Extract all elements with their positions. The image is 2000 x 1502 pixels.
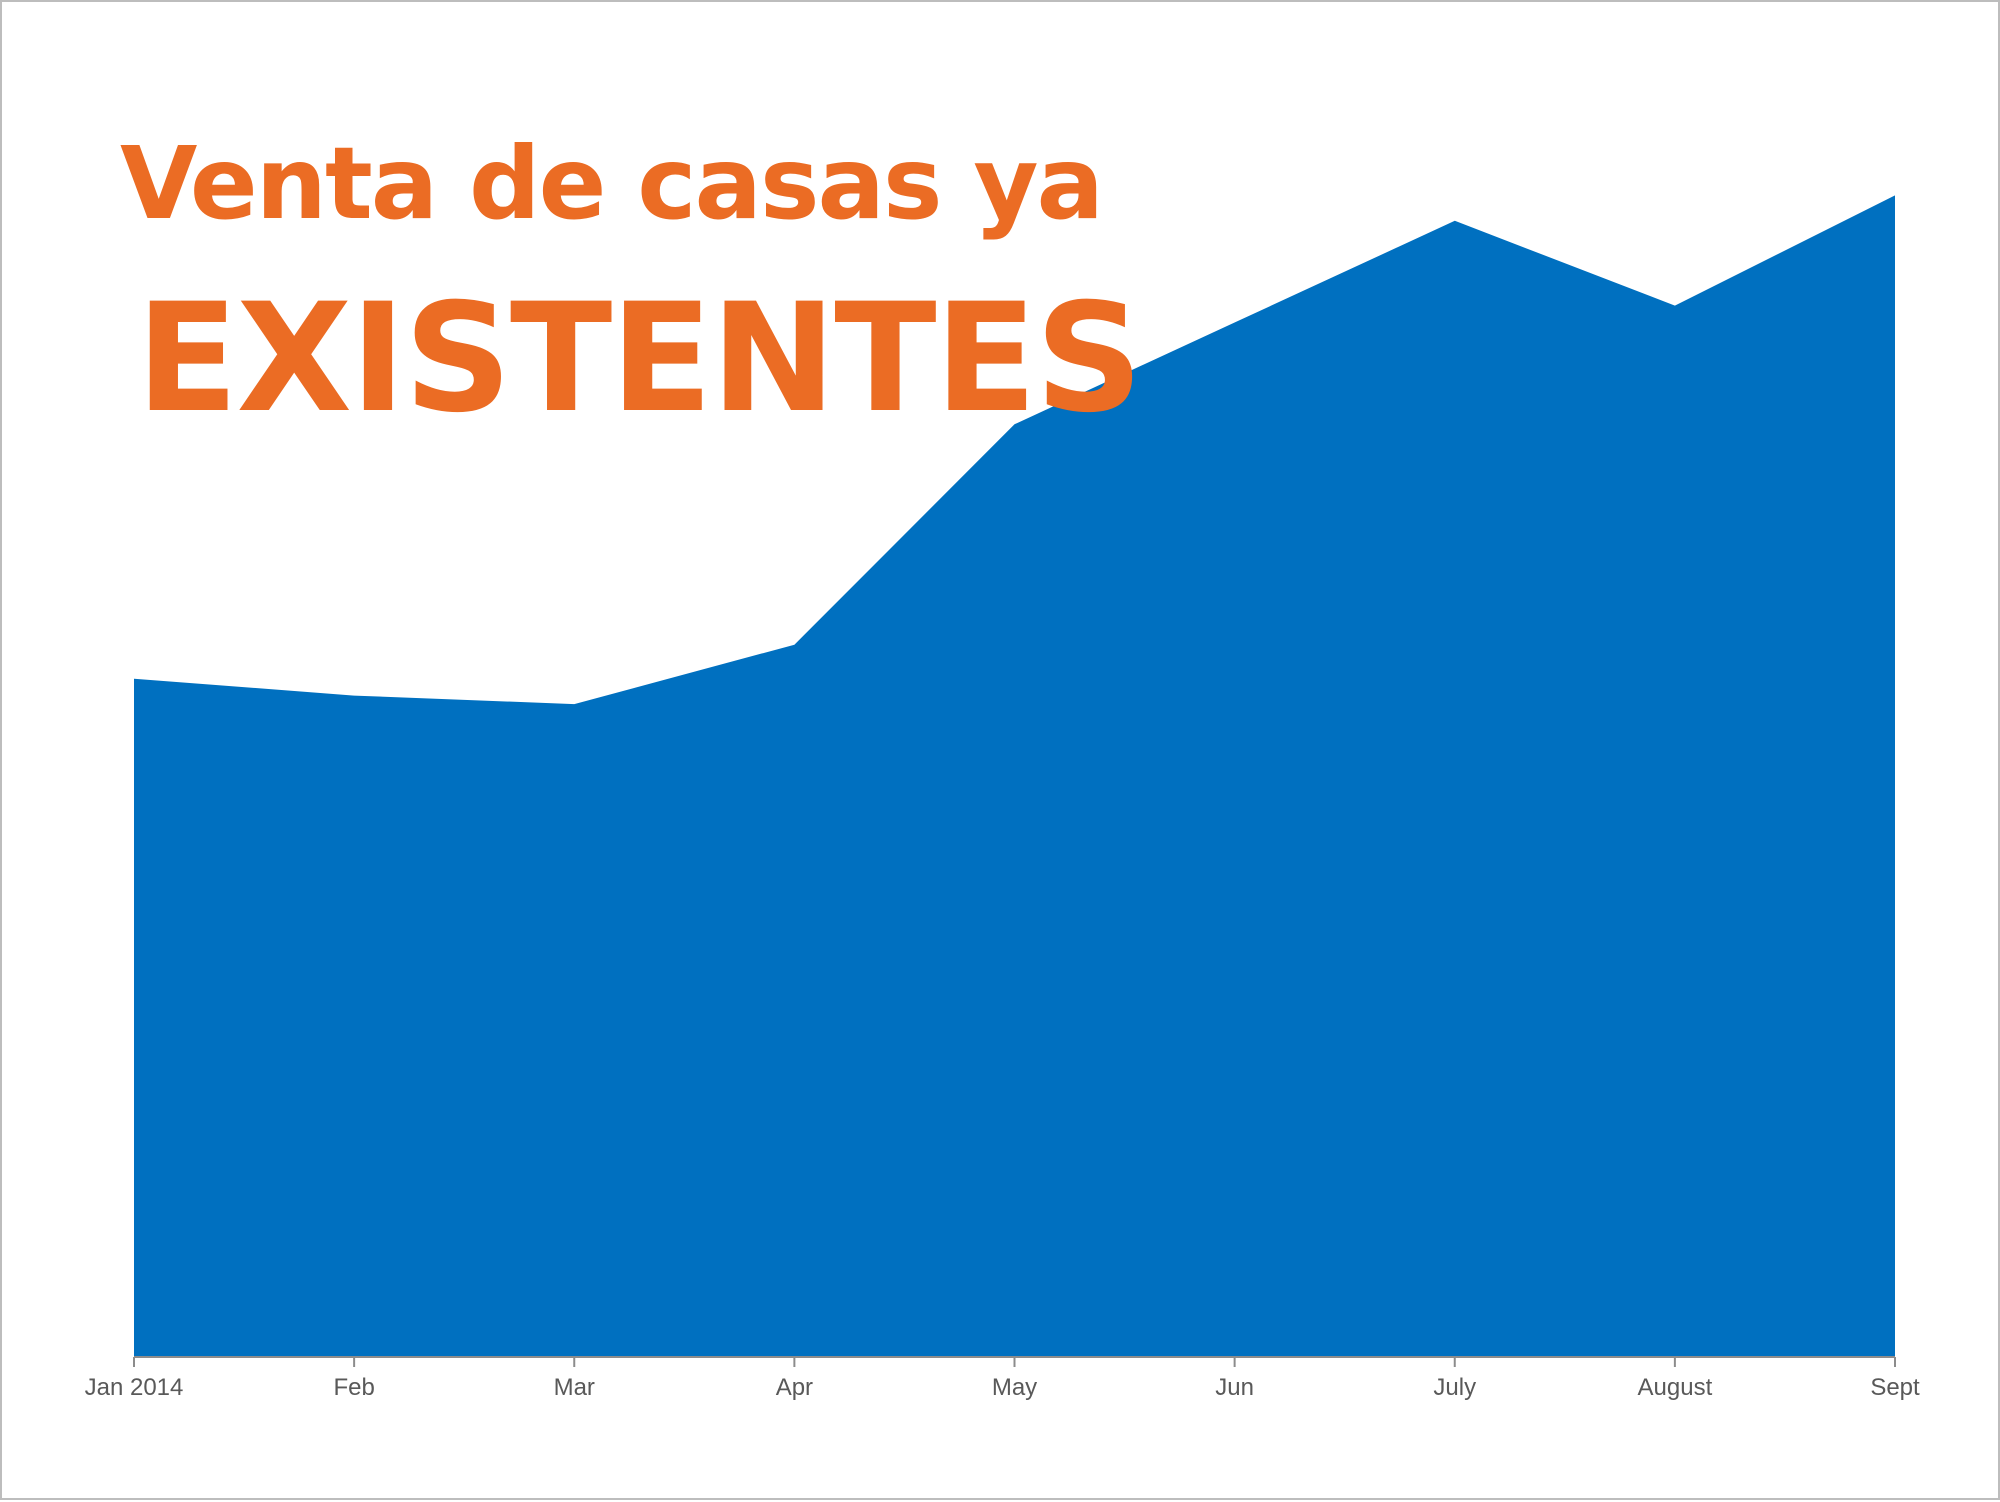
area-series	[134, 195, 1895, 1357]
x-tick-label-0: Jan 2014	[85, 1374, 184, 1401]
x-tick-label-2: Mar	[554, 1374, 595, 1401]
x-tick-label-4: May	[992, 1374, 1037, 1401]
x-tick-label-7: August	[1638, 1374, 1713, 1401]
chart-title-line1: Venta de casas ya	[120, 125, 1104, 242]
x-tick-label-3: Apr	[776, 1374, 813, 1401]
x-tick-label-8: Sept	[1870, 1374, 1920, 1401]
chart-title-line2: EXISTENTES	[136, 272, 1143, 446]
x-tick-label-5: Jun	[1215, 1374, 1254, 1401]
x-tick-label-6: July	[1433, 1374, 1476, 1401]
x-tick-label-1: Feb	[333, 1374, 374, 1401]
